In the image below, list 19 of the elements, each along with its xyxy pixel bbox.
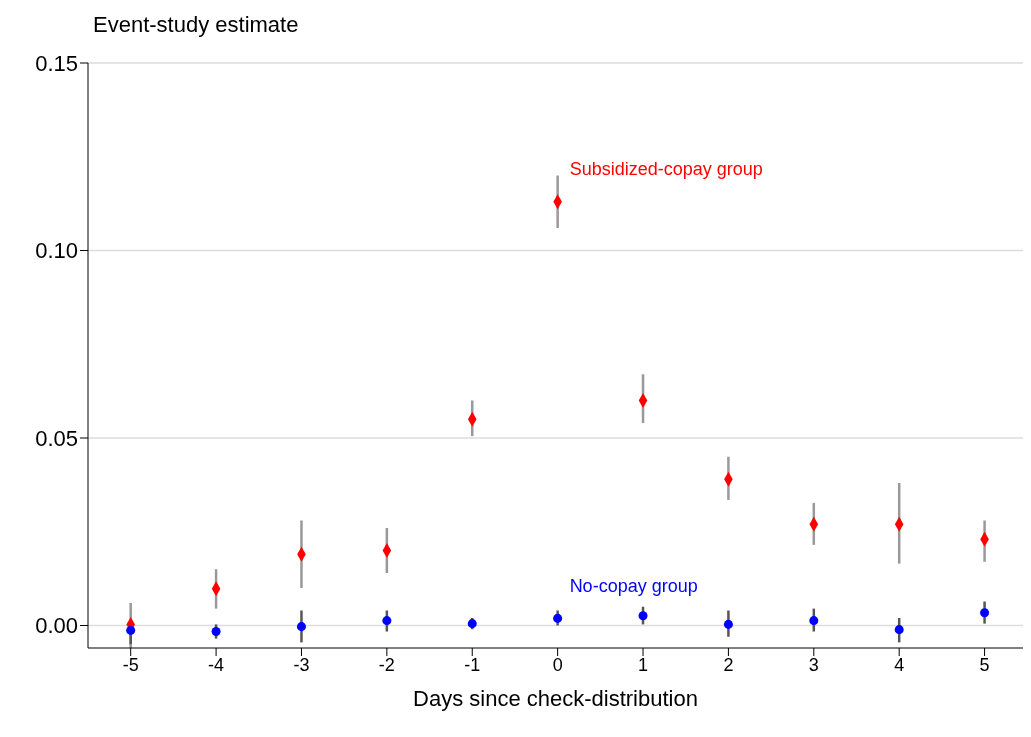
x-tick-label: 4 [894,654,905,675]
series-label: No-copay group [569,575,698,596]
y-tick-label: 0.15 [35,50,78,76]
x-tick-label: -1 [464,654,481,675]
y-axis-title: Event-study estimate [93,12,299,38]
y-tick-label: 0.00 [35,613,78,639]
series-label: Subsidized-copay group [569,159,763,180]
x-tick-label: -5 [122,654,139,675]
x-tick-label: -3 [293,654,310,675]
x-tick-label: 2 [723,654,734,675]
x-tick-label: 5 [979,654,990,675]
x-axis-title: Days since check-distribution [413,686,698,711]
y-tick-label: 0.05 [35,425,78,451]
x-tick-label: 0 [552,654,563,675]
x-tick-label: -2 [378,654,395,675]
x-tick-label: -4 [208,654,225,675]
x-tick-label: 1 [638,654,649,675]
x-tick-label: 3 [808,654,819,675]
y-tick-label: 0.10 [35,238,78,264]
